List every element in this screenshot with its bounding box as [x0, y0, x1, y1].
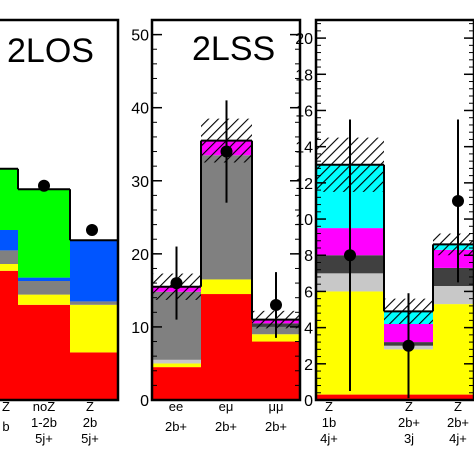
bar-segment [70, 240, 118, 302]
y-tick-label: 40 [131, 101, 149, 118]
panel-1-plot-area [0, 167, 118, 400]
data-point [344, 249, 356, 262]
category-label: ee [169, 399, 183, 414]
data-point [86, 224, 98, 236]
bar-segment [0, 168, 18, 230]
bar-segment [433, 304, 474, 395]
bar-segment [152, 359, 201, 364]
bar-segment [70, 352, 118, 400]
y-tick-label: 0 [140, 393, 149, 410]
bar-segment [18, 277, 70, 281]
y-tick-label: 10 [131, 320, 149, 337]
category-label: 5j+ [81, 431, 99, 446]
y-tick-label: 2 [304, 357, 313, 374]
category-label: 1b [322, 415, 336, 430]
data-point [170, 277, 183, 290]
bar-segment [201, 294, 252, 400]
category-label: μμ [269, 399, 284, 414]
bar-segment [316, 394, 384, 400]
panel-title: 2LOS [7, 32, 94, 70]
bar-segment [252, 341, 300, 400]
bar-segment [433, 286, 474, 305]
y-tick-label: 6 [304, 284, 313, 301]
uncertainty-band [433, 233, 474, 256]
category-label: noZ [33, 399, 55, 414]
y-tick-label: 20 [295, 31, 313, 48]
bar-segment [0, 264, 18, 271]
y-tick-label: 10 [295, 212, 313, 229]
y-tick-label: 0 [304, 393, 313, 410]
y-tick-label: 14 [295, 140, 313, 157]
bar-segment [152, 367, 201, 400]
category-label: 1-2b [31, 415, 57, 430]
panel-3-plot-area [316, 119, 474, 400]
category-label: 2b+ [447, 415, 469, 430]
y-tick-label: 16 [295, 103, 313, 120]
category-label: 4j+ [449, 431, 467, 446]
y-tick-label: 18 [295, 67, 313, 84]
category-label: 3j [404, 431, 414, 446]
category-label: b [2, 419, 9, 434]
category-label: Z [454, 399, 462, 414]
bar-segment [70, 301, 118, 305]
data-point [402, 339, 415, 352]
category-label: Z [405, 399, 413, 414]
category-label: 2b+ [265, 419, 287, 434]
category-label: 2b+ [398, 415, 420, 430]
category-label: Z [2, 399, 10, 414]
category-label: 2b+ [215, 419, 237, 434]
bar-segment [152, 363, 201, 368]
panel-2: 0 10 20 30 40 50 2LSS ee 2b+ eμ 2b+ μμ 2b+ [131, 18, 302, 434]
bar-segment [18, 304, 70, 400]
y-tick-label: 8 [304, 248, 313, 265]
bar-segment [70, 304, 118, 353]
bar-segment [18, 281, 70, 295]
category-label: 4j+ [320, 431, 338, 446]
data-point [452, 194, 464, 207]
category-label: 2b+ [165, 419, 187, 434]
bar-segment [201, 279, 252, 295]
bar-segment [18, 294, 70, 305]
bar-segment [433, 267, 474, 286]
y-tick-label: 4 [304, 321, 313, 338]
category-label: eμ [219, 399, 234, 414]
y-tick-label: 30 [131, 174, 149, 191]
y-tick-label: 50 [131, 28, 149, 45]
data-point [38, 179, 50, 192]
category-label: Z [325, 399, 333, 414]
category-label: 5j+ [35, 431, 53, 446]
panel-title: 2LSS [192, 30, 275, 68]
data-point [270, 299, 282, 311]
data-point [220, 145, 233, 158]
bar-segment [0, 230, 18, 251]
y-tick-label: 20 [131, 247, 149, 264]
category-label: 2b [83, 415, 97, 430]
bar-segment [433, 394, 474, 400]
panel-2-plot-area [152, 100, 300, 400]
bar-segment [0, 270, 18, 400]
bar-segment [0, 250, 18, 264]
category-label: Z [86, 399, 94, 414]
panel-frame [0, 18, 120, 402]
bar-segment [18, 189, 70, 278]
y-tick-label: 12 [295, 176, 313, 193]
panel-frame [314, 18, 474, 402]
